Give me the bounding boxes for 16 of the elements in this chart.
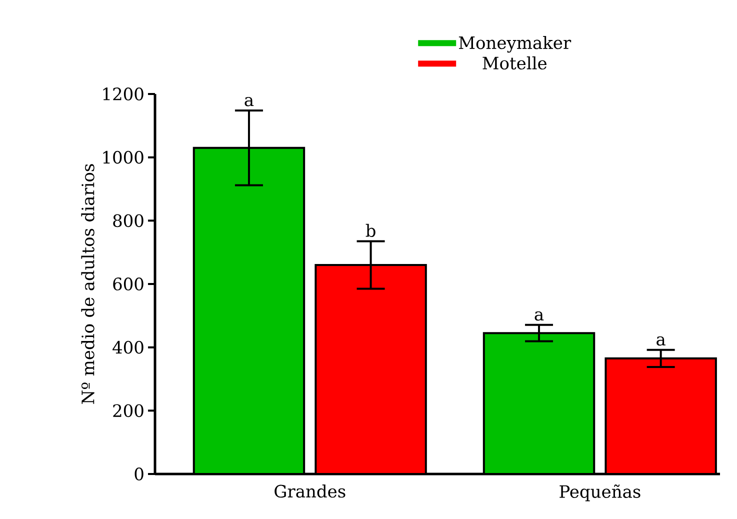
y-axis-title: Nº medio de adultos diarios — [81, 164, 94, 404]
x-tick-label: Pequeñas — [560, 484, 640, 502]
y-tick-label: 400 — [112, 340, 144, 354]
y-tick-label: 0 — [134, 468, 144, 480]
data-label: a — [656, 336, 666, 346]
y-tick-label: 1000 — [103, 150, 144, 164]
data-label: a — [244, 96, 254, 106]
y-tick-label: 600 — [113, 278, 144, 290]
legend-label: Motelle — [482, 56, 547, 70]
x-tick-label: Grandes — [274, 484, 346, 498]
y-tick-label: 800 — [113, 214, 144, 228]
legend-label: Moneymaker — [458, 36, 572, 53]
data-label: a — [534, 311, 544, 321]
data-label: b — [366, 224, 376, 238]
y-tick-label: 200 — [113, 404, 144, 418]
y-tick-label: 1200 — [103, 88, 144, 100]
